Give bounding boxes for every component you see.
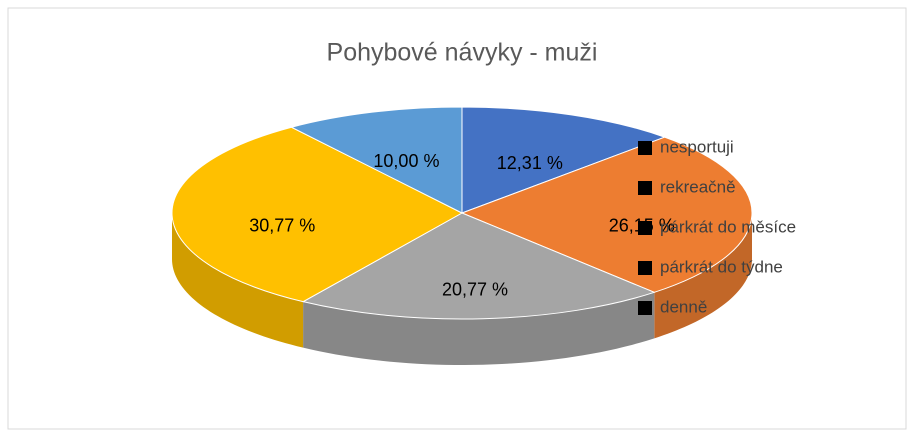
legend-marker xyxy=(638,221,652,235)
chart-title: Pohybové návyky - muži xyxy=(327,39,598,67)
legend-label: denně xyxy=(660,297,707,316)
slice-side xyxy=(303,292,655,365)
legend-label: nesportuji xyxy=(660,137,734,156)
legend-label: párkrát do týdne xyxy=(660,257,783,276)
slice xyxy=(290,106,463,214)
legend-label: rekreačně xyxy=(660,177,736,196)
data-label: 10,00 % xyxy=(373,151,439,171)
slice xyxy=(171,126,464,303)
chart-frame xyxy=(7,7,907,430)
slice xyxy=(460,136,753,293)
legend-marker xyxy=(638,181,652,195)
slice xyxy=(461,106,667,214)
slice xyxy=(301,212,656,320)
data-label: 20,77 % xyxy=(442,279,508,299)
legend-marker xyxy=(638,141,652,155)
legend-marker xyxy=(638,301,652,315)
slice-side xyxy=(654,213,752,339)
data-label: 30,77 % xyxy=(249,215,315,235)
legend-label: párkrát do měsíce xyxy=(660,217,796,236)
data-label: 12,31 % xyxy=(497,153,563,173)
legend-marker xyxy=(638,261,652,275)
